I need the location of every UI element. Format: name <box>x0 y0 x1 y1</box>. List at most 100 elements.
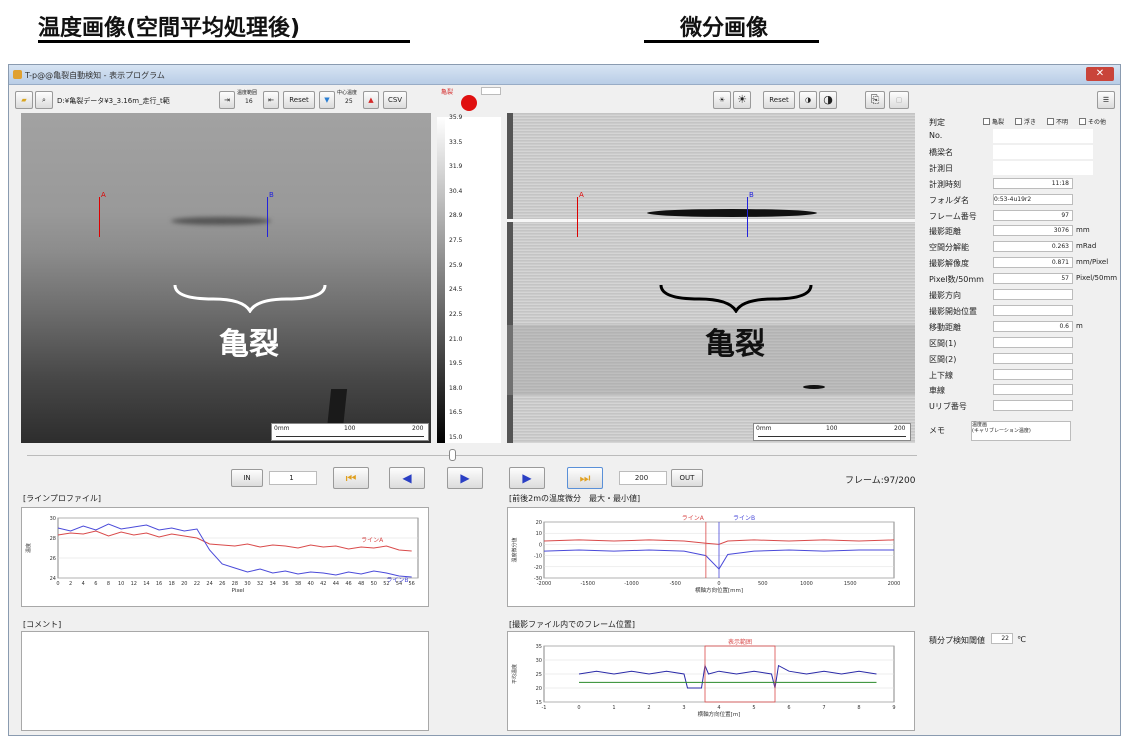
threshold-field[interactable]: 22 <box>991 633 1013 644</box>
x-tick-label: 34 <box>270 581 276 587</box>
close-button[interactable]: ✕ <box>1086 67 1114 81</box>
colorbar-tick: 24.5 <box>449 286 463 294</box>
colorbar-tick: 21.0 <box>449 335 463 343</box>
x-tick-label: 32 <box>257 581 263 587</box>
center-temp-label: 中心温度 <box>337 90 358 96</box>
x-tick-label: -2000 <box>537 581 552 587</box>
brightness-down-button[interactable]: ☀ <box>713 91 731 109</box>
play-icon: ▶ <box>460 471 470 485</box>
differential-image[interactable]: A B 亀裂 0mm 100 200 <box>507 113 915 443</box>
info-row-field[interactable]: 57 <box>993 273 1073 285</box>
save-image-button[interactable]: ▢ <box>889 91 909 109</box>
diff-line-b-marker[interactable] <box>747 197 757 237</box>
x-tick-label: 500 <box>758 581 768 587</box>
info-row-field[interactable] <box>993 336 1073 348</box>
play-button[interactable]: ▶ <box>447 467 483 489</box>
prev-frame-button[interactable]: ◀ <box>389 467 425 489</box>
info-row-label: 計測時刻 <box>929 179 961 189</box>
in-button[interactable]: IN <box>231 469 263 487</box>
diff-line-a-marker[interactable] <box>577 197 587 237</box>
info-row-field[interactable]: 97 <box>993 209 1073 221</box>
first-frame-button[interactable]: ⏮ <box>333 467 369 489</box>
temp-diff-panel: -30 -20 -10 0 10 20 -2000 -1500 -1000 -500 0 500 100… <box>507 507 915 607</box>
triangle-up-icon: ▲ <box>368 96 374 104</box>
out-button[interactable]: OUT <box>671 469 703 487</box>
file-path-label: D:¥亀裂データ¥3_3.16m_走行_t範 <box>57 97 170 105</box>
memo-field[interactable]: 温度画 (キャリブレーション温度) <box>971 421 1071 441</box>
info-row-field[interactable] <box>993 289 1073 300</box>
comment-box[interactable] <box>21 631 429 731</box>
x-tick-label: 2 <box>69 581 72 587</box>
temp-down-button[interactable]: ▼ <box>319 91 335 109</box>
contrast-down-button[interactable]: ◑ <box>799 91 817 109</box>
in-frame-field[interactable]: 1 <box>269 471 317 485</box>
last-frame-button[interactable]: ⏭ <box>567 467 603 489</box>
info-row-field[interactable] <box>993 384 1073 396</box>
x-tick-label: 46 <box>345 581 351 587</box>
center-temp-value: 25 <box>345 98 353 105</box>
frame-slider-track[interactable] <box>27 455 917 456</box>
crack-brace-right <box>659 284 813 313</box>
range-increase-button[interactable]: ⇤ <box>263 91 279 109</box>
right-reset-button[interactable]: Reset <box>763 91 795 109</box>
x-axis-label: 横軸方向位置[mm] <box>695 586 743 594</box>
camera-button[interactable]: ⎘ <box>865 91 885 109</box>
info-row-field[interactable]: 11:18 <box>993 177 1073 189</box>
search-button[interactable]: ⌕ <box>35 91 53 109</box>
x-tick-label: 14 <box>143 581 149 587</box>
y-tick-label: -20 <box>534 565 542 571</box>
info-row-label: No. <box>929 131 943 140</box>
y-tick-label: 30 <box>536 658 542 664</box>
out-frame-field[interactable]: 200 <box>619 471 667 485</box>
x-tick-label: 56 <box>408 581 414 587</box>
frame-slider-thumb[interactable] <box>449 449 456 461</box>
right-scale-0: 0mm <box>756 425 772 432</box>
open-folder-button[interactable]: ▰ <box>15 91 33 109</box>
judge-checkbox[interactable] <box>983 118 990 125</box>
judge-checkbox[interactable] <box>1079 118 1086 125</box>
brightness-up-button[interactable]: ☀ <box>733 91 751 109</box>
info-row-label: 車線 <box>929 386 945 396</box>
info-row-field[interactable]: 0.871 <box>993 257 1073 269</box>
line-b-label: B <box>269 191 274 199</box>
judge-checkbox-label: その他 <box>1088 119 1107 126</box>
triangle-down-icon: ▼ <box>324 96 330 104</box>
info-row-label: 橋梁名 <box>929 147 953 157</box>
x-tick-label: 30 <box>244 581 250 587</box>
thermal-image[interactable]: A B 亀裂 0mm 100 200 <box>21 113 431 443</box>
left-annotation-underline <box>38 40 410 43</box>
info-row-field[interactable]: 3076 <box>993 225 1073 237</box>
line-a-marker[interactable] <box>99 197 109 237</box>
series-line <box>57 530 412 552</box>
info-row-field[interactable]: 0.6 <box>993 320 1073 332</box>
contrast-up-button[interactable]: ◑ <box>819 91 837 109</box>
info-row-field[interactable]: 0:53-4u19r2 <box>993 193 1073 205</box>
info-row-label: 区間(2) <box>929 354 957 364</box>
left-scale-200: 200 <box>412 425 424 432</box>
temp-up-button[interactable]: ▲ <box>363 91 379 109</box>
judge-checkbox[interactable] <box>1015 118 1022 125</box>
line-b-marker[interactable] <box>267 197 277 237</box>
info-row-field[interactable] <box>993 352 1073 364</box>
judge-checkbox[interactable] <box>1047 118 1054 125</box>
threshold-label: 積分プ検知閾値 <box>929 636 985 645</box>
csv-button[interactable]: CSV <box>383 91 407 109</box>
range-decrease-button[interactable]: ⇥ <box>219 91 235 109</box>
judge-label: 判定 <box>929 118 945 127</box>
line-b-marker-label: ラインB <box>733 515 755 522</box>
info-row-field[interactable] <box>993 400 1073 412</box>
info-row-field[interactable] <box>993 368 1073 380</box>
next-frame-button[interactable]: ▶ <box>509 467 545 489</box>
y-tick-label: 10 <box>536 531 542 537</box>
reset-button[interactable]: Reset <box>283 91 315 109</box>
folder-icon: ▰ <box>21 96 27 104</box>
info-row-label: 撮影方向 <box>929 291 961 300</box>
info-row-field[interactable] <box>993 304 1073 316</box>
y-tick-label: -30 <box>534 576 542 582</box>
info-row-field[interactable]: 0.263 <box>993 241 1073 253</box>
y-axis-label: 平均温度 <box>511 664 518 684</box>
x-tick-label: 18 <box>168 581 174 587</box>
report-button[interactable]: ☰ <box>1097 91 1115 109</box>
x-tick-label: 6 <box>787 705 790 711</box>
